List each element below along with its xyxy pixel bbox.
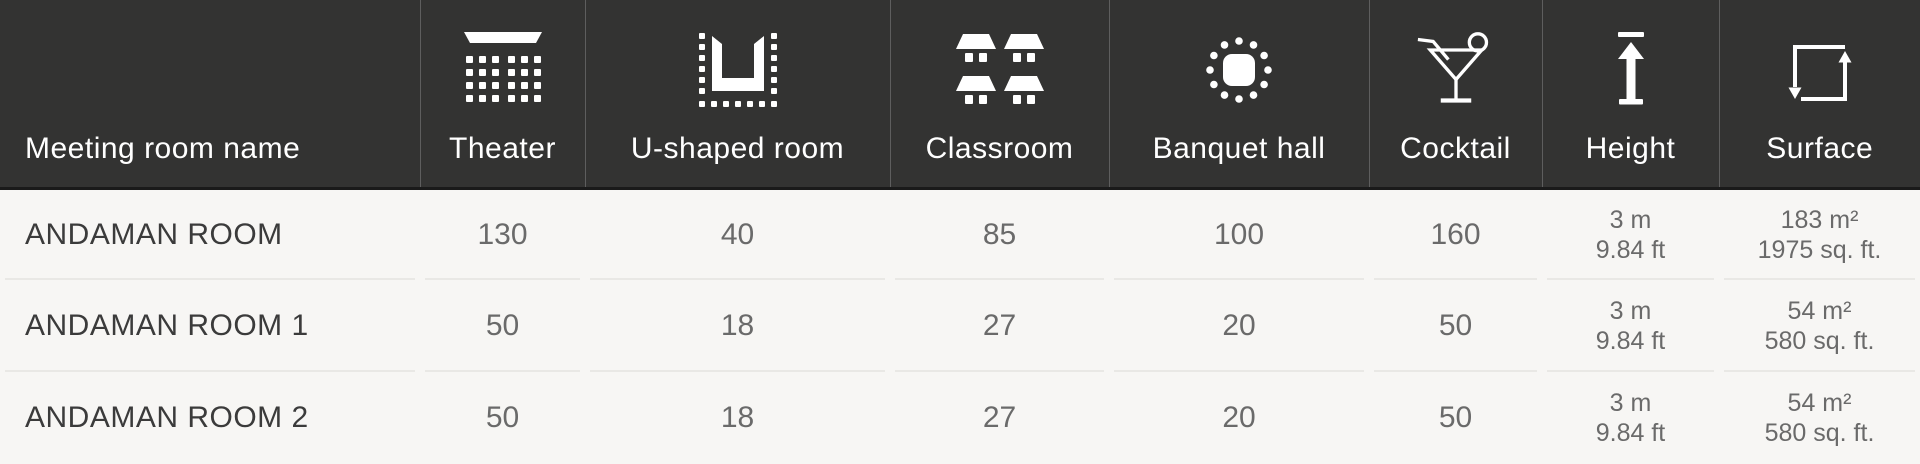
height-meters: 3 m: [1609, 205, 1652, 234]
cell-room-name: ANDAMAN ROOM 2: [25, 401, 309, 434]
cell-surface: 183 m² 1975 sq. ft.: [1719, 188, 1920, 280]
column-header-surface: Surface: [1718, 0, 1920, 190]
surface-area-icon: [1788, 44, 1852, 101]
cell-theater: 50: [485, 401, 520, 434]
height-feet: 9.84 ft: [1595, 327, 1666, 355]
column-header-name: Meeting room name: [0, 0, 420, 190]
cell-height: 3 m 9.84 ft: [1542, 188, 1719, 280]
cell-surface: 54 m² 580 sq. ft.: [1719, 372, 1920, 464]
column-header-cocktail-label: Cocktail: [1400, 131, 1511, 165]
column-header-classroom-label: Classroom: [925, 131, 1074, 165]
cell-cocktail: 160: [1369, 188, 1542, 280]
theater-seats-icon: [463, 31, 542, 102]
cell-u-shaped: 40: [585, 188, 890, 280]
height-feet: 9.84 ft: [1595, 235, 1666, 264]
column-header-banquet-label: Banquet hall: [1152, 131, 1326, 165]
table-row: ANDAMAN ROOM 1 50 18 27 20 50 3 m 9.84 f…: [0, 280, 1920, 372]
cell-cocktail: 50: [1369, 280, 1542, 372]
column-header-height: Height: [1541, 0, 1719, 190]
cell-theater: 50: [420, 280, 585, 372]
cell-banquet: 100: [1109, 188, 1369, 280]
column-header-cocktail: Cocktail: [1368, 0, 1542, 190]
column-header-theater-label: Theater: [449, 131, 556, 165]
column-header-surface-label: Surface: [1766, 131, 1874, 165]
cell-banquet: 20: [1109, 280, 1369, 372]
classroom-desks-icon: [955, 33, 1044, 104]
surface-sqm: 183 m²: [1780, 205, 1859, 234]
banquet-table-icon: [1206, 36, 1272, 103]
cell-room-name: ANDAMAN ROOM: [0, 188, 420, 280]
table-row: ANDAMAN ROOM 2 50 18 27 20 50 3 m 9.84 f…: [0, 372, 1920, 464]
cell-room-name: ANDAMAN ROOM 1: [0, 280, 420, 372]
cell-theater: 130: [420, 188, 585, 280]
column-header-name-label: Meeting room name: [25, 131, 301, 165]
cell-banquet: 20: [1222, 401, 1256, 434]
cell-classroom: 27: [982, 401, 1017, 434]
cell-classroom: 85: [890, 188, 1109, 280]
column-header-banquet: Banquet hall: [1108, 0, 1369, 190]
height-feet: 9.84 ft: [1595, 419, 1666, 447]
column-header-theater: Theater: [419, 0, 585, 190]
table-row: ANDAMAN ROOM 130 40 85 100 160 3 m 9.84 …: [0, 188, 1920, 280]
surface-sqft: 580 sq. ft.: [1764, 327, 1875, 355]
surface-sqft: 580 sq. ft.: [1764, 419, 1875, 447]
column-header-u-shaped: U-shaped room: [584, 0, 890, 190]
cell-surface: 54 m² 580 sq. ft.: [1719, 280, 1920, 372]
surface-sqm: 54 m²: [1787, 297, 1852, 325]
height-meters: 3 m: [1609, 389, 1652, 417]
header-row: Meeting room name: [0, 0, 1920, 190]
cell-cocktail: 50: [1438, 401, 1473, 434]
cell-height: 3 m 9.84 ft: [1542, 280, 1719, 372]
height-arrow-icon: [1617, 31, 1644, 104]
cell-u-shaped: 18: [585, 280, 890, 372]
cell-classroom: 27: [890, 280, 1109, 372]
cocktail-glass-icon: [1417, 31, 1488, 103]
cell-u-shaped: 18: [720, 401, 755, 434]
u-shape-layout-icon: [698, 32, 777, 107]
column-header-height-label: Height: [1585, 131, 1676, 165]
column-header-u-shaped-label: U-shaped room: [630, 131, 845, 165]
height-meters: 3 m: [1609, 297, 1652, 325]
column-header-classroom: Classroom: [889, 0, 1109, 190]
surface-sqm: 54 m²: [1787, 389, 1852, 417]
surface-sqft: 1975 sq. ft.: [1757, 235, 1882, 264]
cell-height: 3 m 9.84 ft: [1542, 372, 1719, 464]
